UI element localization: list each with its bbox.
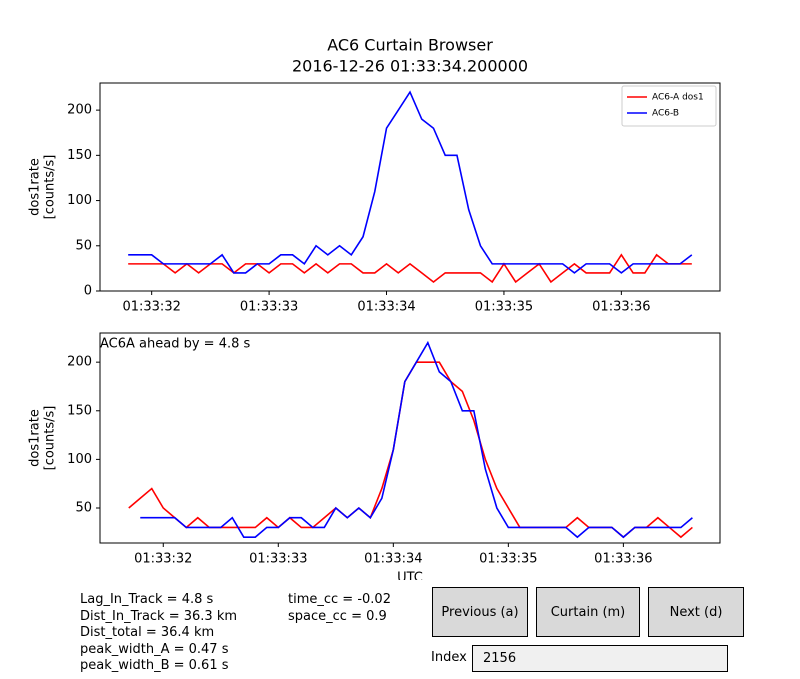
x-tick-label: 01:33:33 [240,300,298,315]
button[interactable]: Next (d) [648,587,744,637]
y-axis-label: dos1rate [28,158,43,216]
data-line [128,361,693,539]
y-tick-label: 200 [67,103,92,118]
chart-subtitle: 2016-12-26 01:33:34.200000 [292,57,528,76]
x-tick-label: 01:33:35 [475,300,533,315]
index-input[interactable]: 2156 [472,645,728,672]
data-line [140,340,693,539]
x-tick-label: 01:33:35 [479,552,537,567]
y-tick-label: 150 [67,148,92,163]
y-tick-label: 50 [75,501,92,516]
chart-title: AC6 Curtain Browser [327,36,493,55]
x-axis-label: UTC [397,571,423,581]
legend-label: AC6-A dos1 [652,93,704,103]
stat: space_cc = 0.9 [288,608,387,624]
y-axis-label: dos1rate [28,409,43,467]
stat: Lag_In_Track = 4.8 s [80,592,214,607]
annotation: AC6A ahead by = 4.8 s [100,337,251,352]
x-tick-label: 01:33:36 [594,552,652,567]
plot-frame [99,82,721,292]
x-tick-label: 01:33:33 [249,552,307,567]
data-line [128,90,693,274]
legend-box [621,85,717,127]
data-line [128,253,692,284]
y-tick-label: 200 [67,355,92,370]
y-tick-label: 150 [67,403,92,418]
stat: time_cc = -0.02 [288,592,391,607]
stat: peak_width_B = 0.61 s [80,658,229,673]
y-tick-label: 0 [84,284,92,299]
x-tick-label: 01:33:32 [134,552,192,567]
stat: peak_width_A = 0.47 s [80,641,229,657]
x-tick-label: 01:33:34 [357,300,415,315]
button[interactable]: Curtain (m) [536,587,640,637]
plot-frame [99,332,721,544]
y-tick-label: 100 [67,452,92,467]
index-label: Index [431,650,467,665]
y-axis-label: [counts/s] [43,155,58,220]
stats-left: Lag_In_Track = 4.8 s Dist_In_Track = 36.… [80,592,237,675]
y-tick-label: 100 [67,193,92,208]
stats-right: time_cc = -0.02 space_cc = 0.9 [288,592,391,625]
y-tick-label: 50 [75,238,92,253]
x-tick-label: 01:33:34 [364,552,422,567]
x-tick-label: 01:33:36 [592,300,650,315]
y-axis-label: [counts/s] [43,406,58,471]
figure: AC6 Curtain Browser 2016-12-26 01:33:34.2… [28,36,721,581]
button[interactable]: Previous (a) [432,587,528,637]
stat: Dist_total = 36.4 km [80,625,215,640]
stat: Dist_In_Track = 36.3 km [80,608,238,624]
x-tick-label: 01:33:32 [122,300,180,315]
legend-label: AC6-B [652,109,679,119]
